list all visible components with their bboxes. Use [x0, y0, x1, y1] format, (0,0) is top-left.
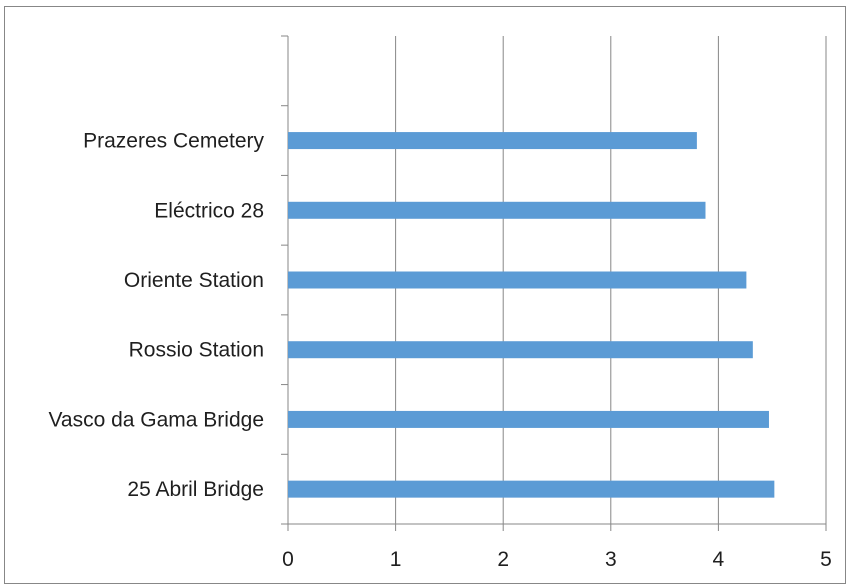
bar	[288, 341, 753, 359]
category-label: Rossio Station	[129, 339, 264, 362]
bar	[288, 480, 775, 498]
x-tick-label: 3	[605, 548, 617, 571]
bar	[288, 201, 706, 219]
x-tick-label: 2	[497, 548, 509, 571]
x-tick-label: 0	[282, 548, 294, 571]
category-label: Prazeres Cemetery	[83, 130, 264, 153]
x-tick-label: 5	[820, 548, 832, 571]
x-tick-label: 4	[713, 548, 725, 571]
labels: 0 1 2 3 4 5 Prazeres Cemetery Eléctrico 28 Orien…	[48, 130, 831, 571]
bar	[288, 132, 697, 150]
category-label: Eléctrico 28	[154, 199, 264, 222]
category-label: 25 Abril Bridge	[127, 478, 264, 501]
bar	[288, 271, 747, 289]
category-label: Vasco da Gama Bridge	[48, 408, 264, 431]
bar	[288, 410, 769, 428]
bars	[288, 132, 775, 498]
x-tick-label: 1	[390, 548, 402, 571]
category-label: Oriente Station	[124, 269, 264, 292]
